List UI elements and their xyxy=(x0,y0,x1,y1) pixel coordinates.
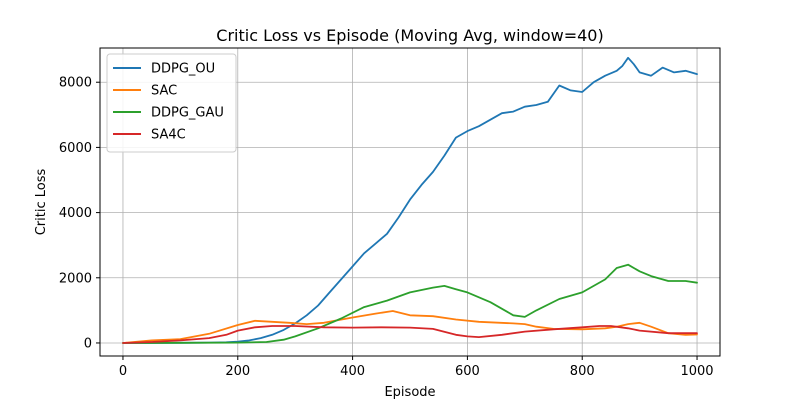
x-tick-label: 1000 xyxy=(680,364,713,379)
series-line-ddpg-gau xyxy=(122,263,698,344)
y-tick-label: 8000 xyxy=(59,76,92,91)
y-tick-label: 0 xyxy=(84,336,92,351)
chart-title: Critic Loss vs Episode (Moving Avg, wind… xyxy=(216,26,603,45)
legend-label: DDPG_GAU xyxy=(151,106,224,121)
legend: DDPG_OU SAC DDPG_GAU SA4C xyxy=(106,53,237,153)
series-line-sac xyxy=(122,310,698,344)
x-axis-ticks: 0 200 400 600 800 1000 xyxy=(119,356,714,379)
legend-box xyxy=(106,53,237,153)
series-line-ddpg-ou xyxy=(122,56,698,344)
x-tick-label: 400 xyxy=(340,364,365,379)
series-line-sa4c xyxy=(122,325,698,344)
x-tick-label: 200 xyxy=(225,364,250,379)
y-tick-label: 2000 xyxy=(59,271,92,286)
x-axis-label: Episode xyxy=(384,385,435,400)
x-tick-label: 800 xyxy=(570,364,595,379)
y-tick-label: 6000 xyxy=(59,141,92,156)
plot-frame xyxy=(99,47,721,357)
plot-lines xyxy=(122,56,698,344)
y-tick-label: 4000 xyxy=(59,206,92,221)
x-tick-label: 0 xyxy=(119,364,127,379)
legend-label: SAC xyxy=(151,84,177,99)
y-axis-ticks: 0 2000 4000 6000 8000 xyxy=(59,76,100,351)
y-axis-label: Critic Loss xyxy=(34,169,49,236)
x-tick-label: 600 xyxy=(455,364,480,379)
legend-label: SA4C xyxy=(151,128,186,143)
legend-label: DDPG_OU xyxy=(151,62,215,77)
